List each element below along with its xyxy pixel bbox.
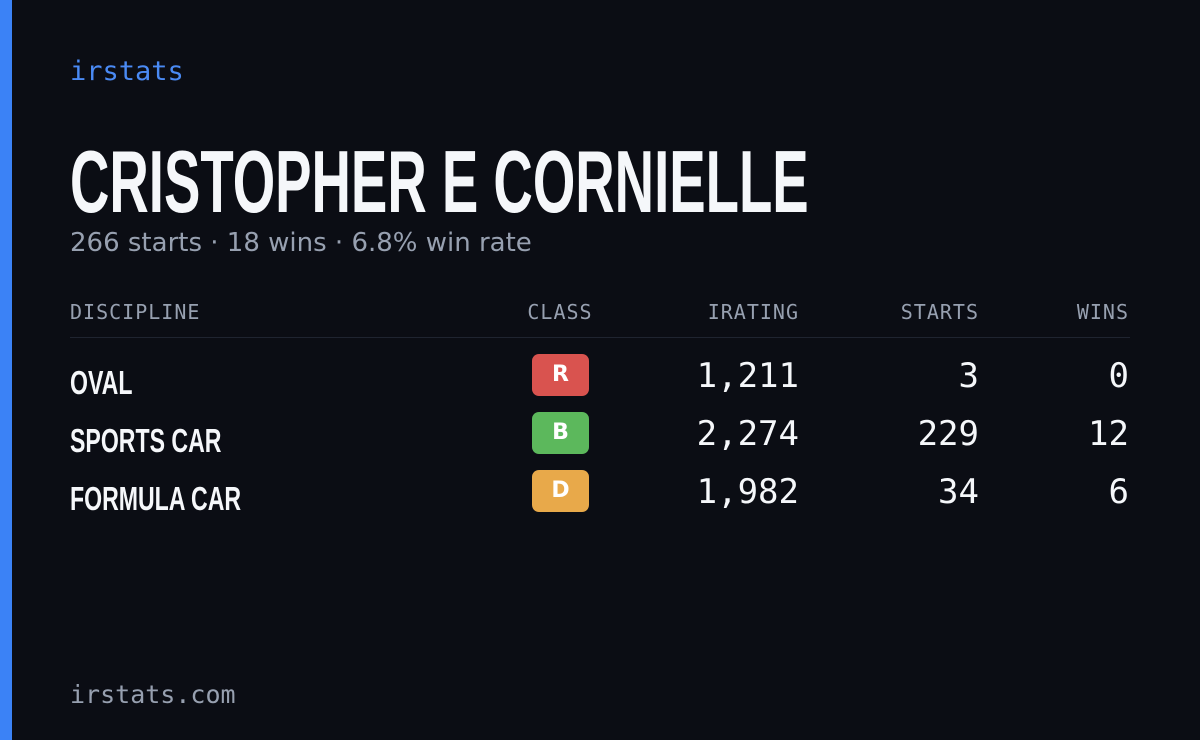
footer-url: irstats.com: [70, 680, 236, 709]
discipline-name: OVAL: [70, 364, 133, 401]
accent-bar: [0, 0, 12, 740]
starts-value: 3: [958, 356, 979, 396]
discipline-name: FORMULA CAR: [70, 480, 242, 517]
license-class-badge: D: [532, 470, 589, 512]
column-header: IRATING: [707, 300, 799, 324]
column-header: WINS: [1076, 300, 1129, 324]
license-class-badge: B: [532, 412, 589, 454]
column-header: STARTS: [900, 300, 979, 324]
irating-value: 1,211: [696, 356, 799, 396]
summary: 266 starts · 18 wins · 6.8% win rate: [70, 228, 532, 258]
wins-value: 6: [1108, 472, 1129, 512]
column-header: DISCIPLINE: [70, 300, 201, 324]
discipline-name: SPORTS CAR: [70, 422, 222, 459]
irating-value: 2,274: [696, 414, 799, 454]
column-header: CLASS: [527, 300, 593, 324]
brand: irstats: [70, 56, 184, 87]
driver-name: CRISTOPHER E CORNIELLE: [70, 132, 809, 231]
wins-value: 12: [1088, 414, 1129, 454]
header-rule: [70, 337, 1130, 338]
irating-value: 1,982: [696, 472, 799, 512]
starts-value: 229: [917, 414, 979, 454]
wins-value: 0: [1108, 356, 1129, 396]
license-class-badge: R: [532, 354, 589, 396]
starts-value: 34: [938, 472, 979, 512]
